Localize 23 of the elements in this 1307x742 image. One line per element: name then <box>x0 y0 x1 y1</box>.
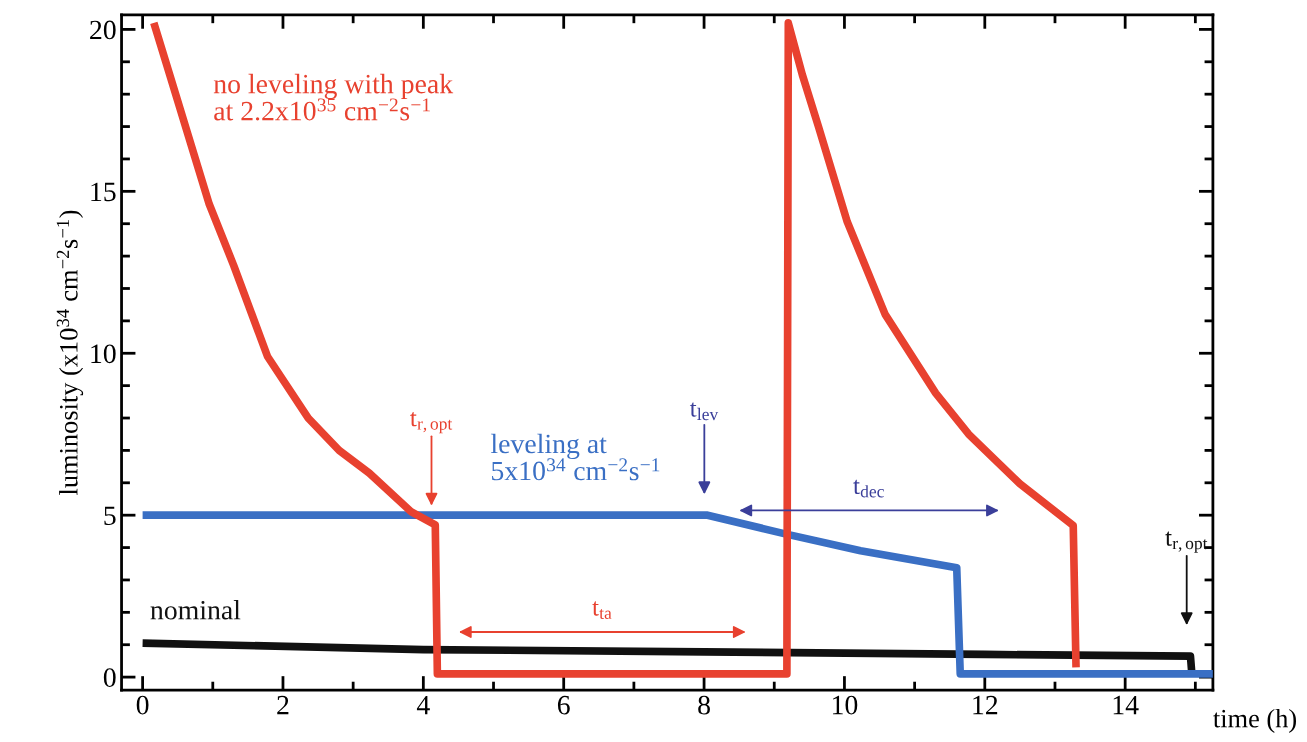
x-axis-title: time (h) <box>1213 708 1297 733</box>
y-tick-label: 10 <box>91 344 116 364</box>
series-label: no leveling with peak at 2.2x10$^{35}$ cm$^{−2}$s$^{−1}$ <box>213 73 454 121</box>
x-tick-label: 8 <box>698 695 710 715</box>
x-tick-label: 6 <box>557 695 570 715</box>
x-tick-label: 14 <box>1113 695 1139 715</box>
annotation: t$_{dec}$ <box>853 479 884 498</box>
annotation: t$_{lev}$ <box>689 402 719 421</box>
y-tick-label: 20 <box>90 20 116 40</box>
series-label: leveling at 5x10$^{34}$ cm$^{−2}$s$^{−1}$ <box>490 433 660 481</box>
y-tick-label: 15 <box>91 182 116 202</box>
annotation: t$_{r,opt}$ <box>1165 531 1208 553</box>
x-tick-label: 2 <box>277 695 289 715</box>
y-tick-label: 0 <box>103 668 116 688</box>
x-tick-label: 10 <box>832 695 858 715</box>
y-axis-title: luminosity (x10$^{34}$ cm$^{−2}$s$^{−1}$) <box>56 210 84 495</box>
annotation: t$_{ta}$ <box>592 601 612 619</box>
x-tick-label: 0 <box>136 695 149 715</box>
x-tick-label: 12 <box>973 695 998 715</box>
x-tick-label: 4 <box>416 695 430 715</box>
annotation: t$_{r,opt}$ <box>410 412 453 434</box>
series-label: nominal <box>150 600 241 620</box>
y-tick-label: 5 <box>104 506 116 526</box>
